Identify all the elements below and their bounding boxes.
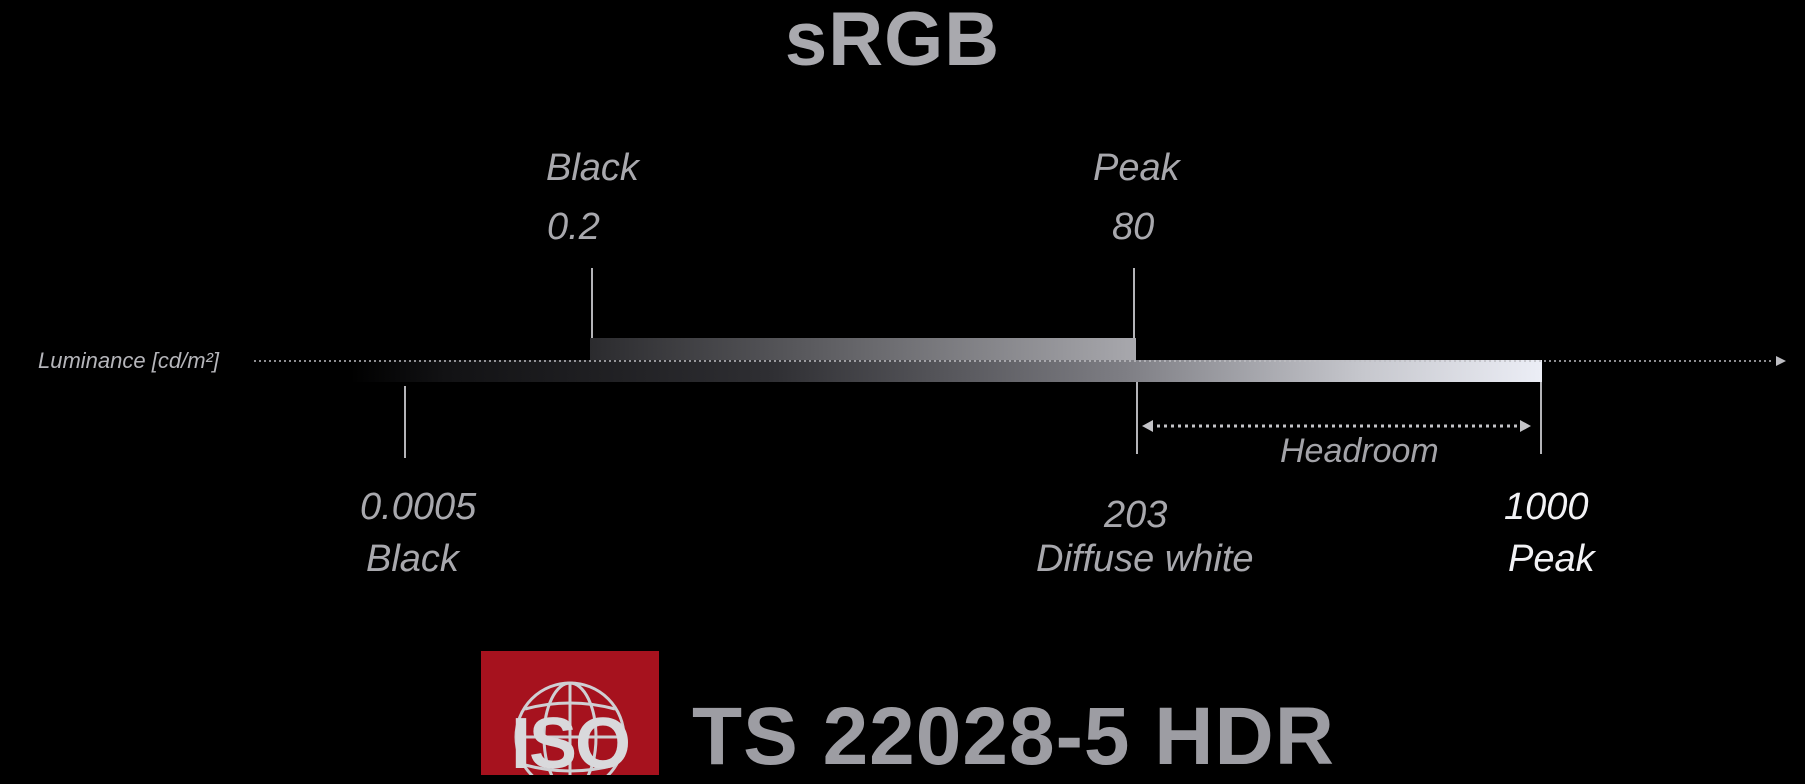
hdr-peak-tick <box>1540 382 1542 454</box>
iso-logo: ISO <box>481 651 659 775</box>
headroom-right-arrow-icon <box>1520 420 1531 432</box>
hdr-black-value: 0.0005 <box>360 486 477 528</box>
page-title: sRGB <box>784 0 1001 82</box>
srgb-range-bar <box>590 338 1136 360</box>
hdr-diffuse-white-name: Diffuse white <box>1036 538 1254 580</box>
srgb-black-name: Black <box>546 147 639 189</box>
srgb-black-value: 0.2 <box>547 206 600 248</box>
headroom-label: Headroom <box>1280 432 1439 470</box>
headroom-left-arrow-icon <box>1142 420 1153 432</box>
hdr-peak-name: Peak <box>1508 538 1595 580</box>
hdr-range-bar <box>350 360 1542 382</box>
globe-icon <box>514 681 626 775</box>
axis-label: Luminance [cd/m²] <box>38 348 219 373</box>
standard-title: TS 22028-5 HDR <box>692 691 1335 782</box>
hdr-diffuse-white-value: 203 <box>1104 494 1168 536</box>
hdr-diffuse-white-tick <box>1136 382 1138 454</box>
hdr-peak-value: 1000 <box>1504 486 1589 528</box>
srgb-peak-value: 80 <box>1112 206 1155 248</box>
srgb-peak-tick <box>1133 268 1135 340</box>
srgb-black-tick <box>591 268 593 340</box>
hdr-black-name: Black <box>366 538 459 580</box>
axis-arrow-icon <box>1776 356 1786 366</box>
iso-logo-text: ISO <box>510 704 631 775</box>
hdr-black-tick <box>404 386 406 458</box>
srgb-peak-name: Peak <box>1093 147 1180 189</box>
